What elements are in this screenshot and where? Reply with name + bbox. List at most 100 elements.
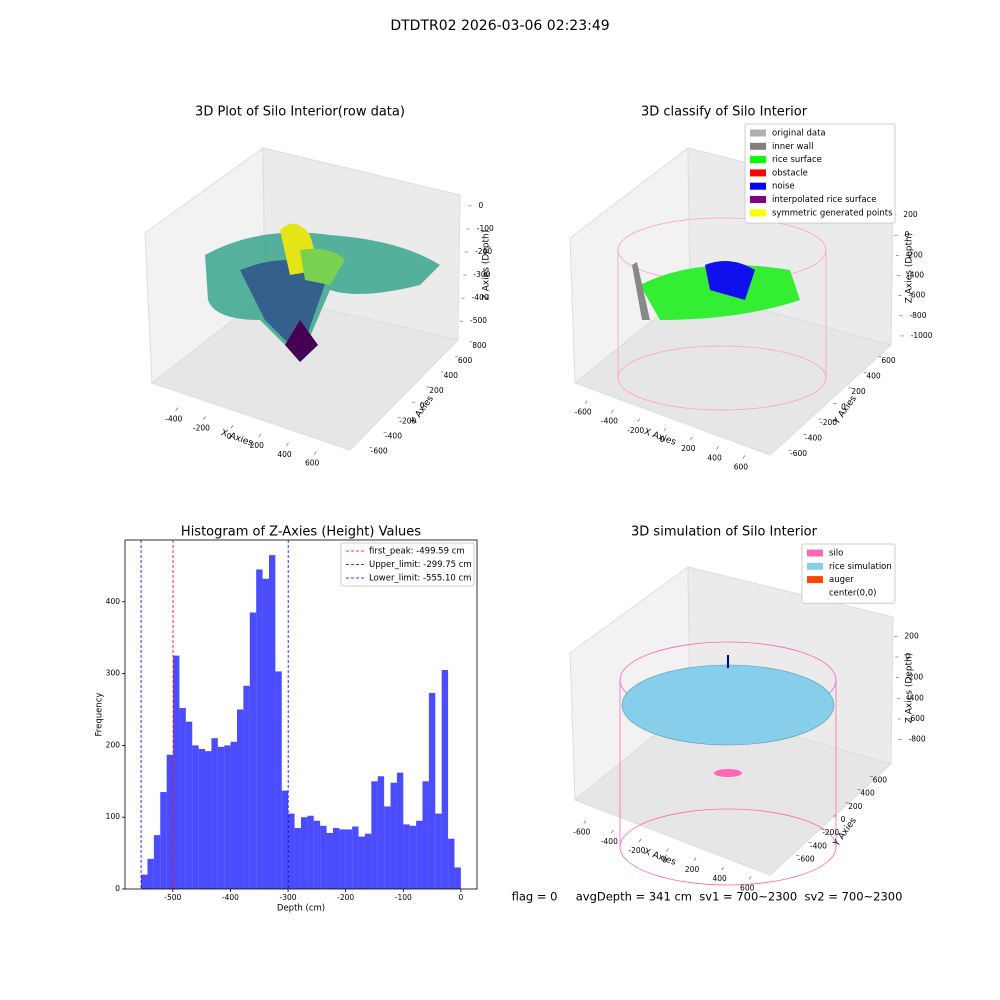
x-tick-label: 200 (685, 865, 700, 874)
bar (173, 655, 180, 889)
bar (454, 867, 461, 889)
x-tick-label: 0 (662, 856, 667, 865)
x-tick-label: -100 (395, 893, 412, 902)
bar (422, 781, 429, 889)
x-tick (663, 427, 667, 432)
z-tick-label: -200 (906, 673, 923, 682)
y-tick-label: 600 (873, 776, 888, 785)
legend-label: auger (829, 575, 854, 585)
bar (243, 685, 250, 889)
z-tick-label: -500 (470, 316, 487, 325)
x-tick-label: 600 (734, 462, 749, 471)
z-axis-label: Z Axies (Depth) (905, 653, 915, 724)
x-tick (638, 839, 642, 843)
y-tick-label: -400 (810, 841, 827, 850)
bar (153, 835, 161, 889)
z-tick-label: -600 (908, 714, 925, 723)
x-tick-label: -500 (164, 893, 181, 902)
bar (352, 826, 359, 889)
legend-swatch (750, 209, 766, 217)
legend-label: symmetric generated points (772, 208, 893, 218)
x-tick-label: -200 (193, 423, 210, 432)
legend-label: noise (772, 182, 795, 192)
x-tick-label: 0 (458, 893, 463, 902)
bar (326, 832, 333, 889)
legend-swatch (750, 156, 766, 164)
z-tick-label: -800 (909, 311, 926, 320)
x-tick (230, 425, 234, 429)
x-tick-label: 600 (740, 883, 755, 892)
x-tick-label: -200 (627, 426, 644, 435)
y-tick-label: -200 (820, 418, 837, 427)
bar (224, 745, 231, 889)
x-tick-label: 200 (250, 441, 265, 450)
z-tick-label: 0 (905, 230, 910, 239)
bar (192, 745, 199, 889)
legend-swatch (807, 562, 823, 570)
bar (307, 815, 314, 889)
y-tick-label: 200 (106, 740, 121, 749)
bar (396, 772, 404, 889)
x-tick-label: -200 (628, 846, 645, 855)
z-tick-label: 200 (903, 210, 918, 219)
panel-4-box (569, 566, 894, 886)
legend-swatch (750, 129, 766, 137)
z-tick-label: -200 (475, 247, 492, 256)
y-tick-label: 100 (106, 812, 121, 821)
figure-title: DTDTR02 2026-03-06 02:23:49 (390, 18, 609, 34)
bar (256, 569, 263, 889)
x-tick-label: 200 (681, 444, 696, 453)
bar (179, 708, 186, 889)
legend-label: inner wall (772, 142, 813, 152)
z-tick-label: -600 (908, 291, 925, 300)
legend-label: obstacle (772, 168, 808, 178)
x-tick-label: -400 (601, 417, 618, 426)
y-tick-label: 400 (106, 597, 121, 606)
legend-swatch (807, 589, 823, 597)
y-tick-label: 200 (429, 386, 444, 395)
bar (416, 820, 423, 889)
y-tick-label: 600 (881, 356, 896, 365)
x-tick-label: 400 (712, 874, 727, 883)
x-tick (637, 418, 640, 423)
bar (339, 829, 346, 889)
bar (358, 836, 365, 889)
x-tick (690, 436, 693, 441)
legend-label: center(0,0) (829, 588, 877, 598)
y-tick-label: -200 (822, 828, 839, 837)
bar (300, 817, 308, 889)
legend-swatch (807, 549, 823, 557)
y-tick-label: 0 (841, 403, 846, 412)
y-tick-label: 400 (444, 371, 459, 380)
bar (147, 858, 154, 889)
x-tick (584, 400, 588, 404)
x-tick-label: -400 (222, 893, 239, 902)
y-tick-label: 600 (458, 356, 473, 365)
y-tick-label: 400 (860, 789, 875, 798)
z-tick-label: 200 (904, 631, 919, 640)
bar (345, 829, 353, 889)
y-tick-label: -200 (399, 416, 416, 425)
y-tick-label: 400 (866, 371, 881, 380)
x-tick (175, 407, 179, 411)
bar (166, 754, 174, 889)
legend-box (801, 543, 896, 604)
x-tick (721, 866, 724, 871)
y-tick-label: 0 (420, 401, 425, 410)
bar (275, 671, 282, 889)
legend-label: silo (829, 549, 843, 559)
bar (236, 709, 244, 889)
legend-label: first_peak: -499.59 cm (369, 547, 465, 557)
y-tick-label: -600 (371, 446, 388, 455)
x-axis-label: Depth (cm) (277, 904, 325, 914)
bar (185, 721, 193, 889)
x-tick (693, 857, 697, 861)
x-tick (716, 446, 719, 450)
bar (409, 825, 417, 889)
z-tick-label: -400 (907, 271, 924, 280)
bar (390, 782, 397, 889)
bar (281, 790, 289, 889)
z-axis-label: Z Axies (Depth) (482, 230, 492, 301)
x-tick (583, 820, 587, 824)
